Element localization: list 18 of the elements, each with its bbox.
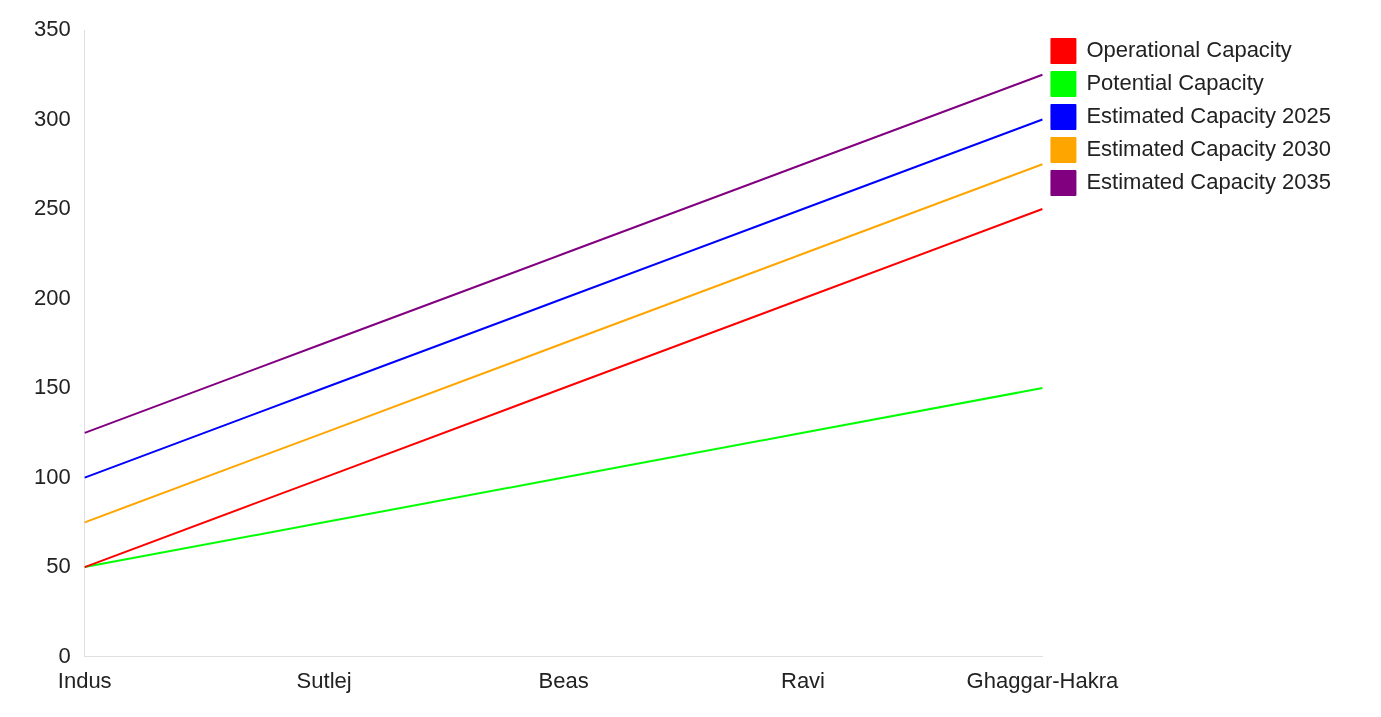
legend-label: Estimated Capacity 2025 [1086,103,1331,129]
y-tick-label: 0 [58,642,71,668]
y-tick-label: 100 [33,463,71,489]
x-tick-label: Ravi [780,667,825,693]
y-tick-label: 50 [46,553,71,579]
legend-label: Estimated Capacity 2035 [1086,169,1331,195]
y-tick-label: 200 [33,284,71,310]
y-tick-label: 350 [33,16,71,42]
legend-label: Operational Capacity [1086,37,1292,63]
x-tick-label: Ghaggar-Hakra [966,667,1119,693]
x-tick-label: Sutlej [296,667,352,693]
y-tick-label: 300 [33,105,71,131]
legend-label: Estimated Capacity 2030 [1086,136,1331,162]
x-tick-label: Beas [538,667,589,693]
y-tick-label: 150 [33,374,71,400]
legend-label: Potential Capacity [1086,70,1264,96]
y-tick-label: 250 [33,195,71,221]
x-tick-label: Indus [57,667,112,693]
